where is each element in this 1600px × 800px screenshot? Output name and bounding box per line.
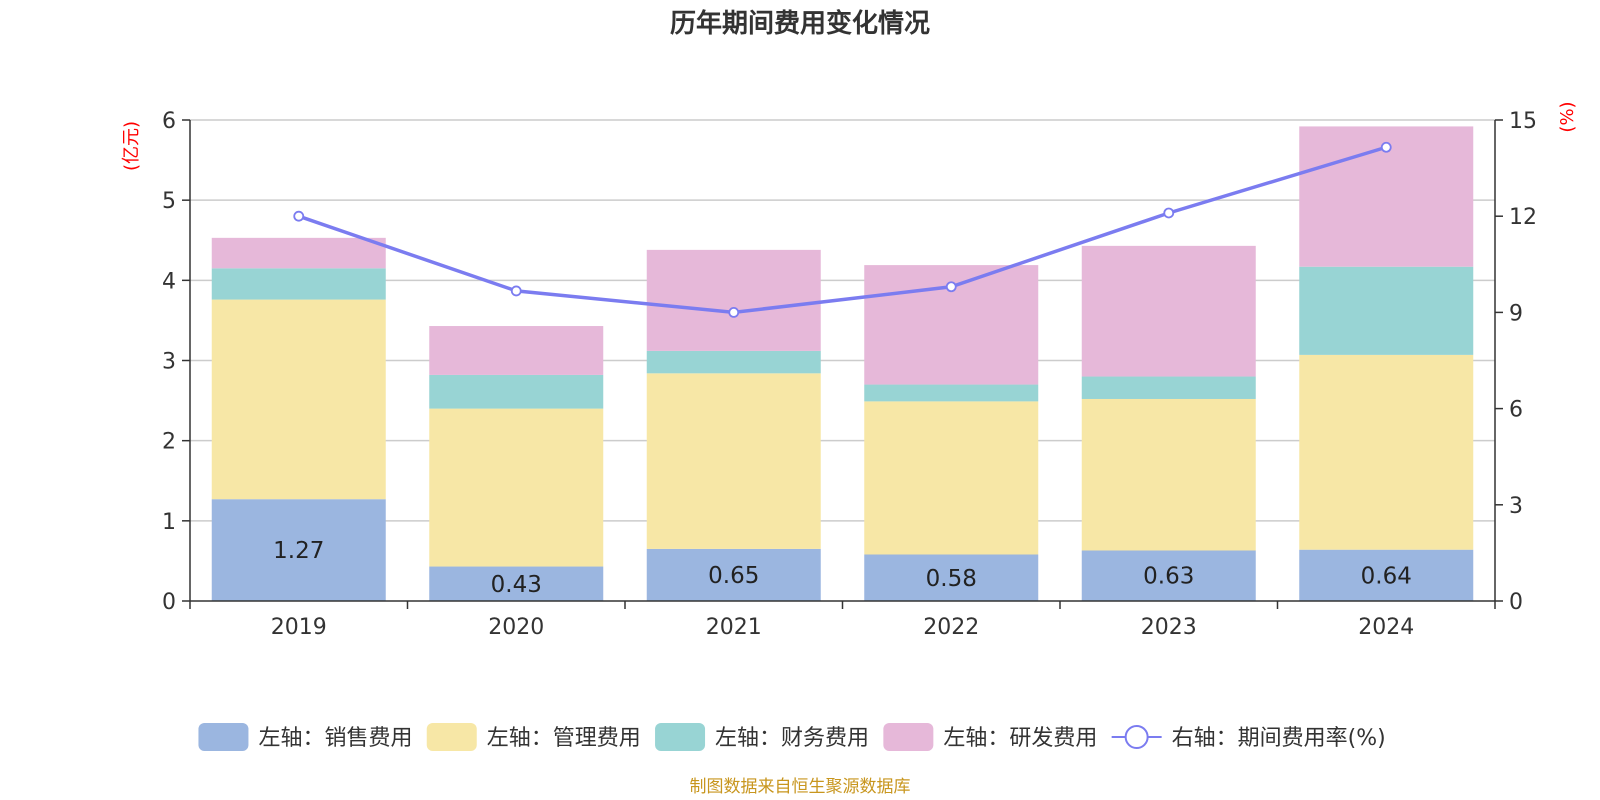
x-axis-tick-label: 2024 bbox=[1358, 615, 1414, 640]
left-axis-tick-label: 2 bbox=[162, 430, 176, 455]
legend-swatch bbox=[426, 723, 477, 751]
right-axis-tick-label: 3 bbox=[1509, 494, 1523, 519]
right-axis-tick-label: 6 bbox=[1509, 398, 1523, 423]
line-layer bbox=[293, 141, 1392, 318]
left-axis-tick-label: 1 bbox=[162, 510, 176, 535]
x-axis-tick-label: 2019 bbox=[271, 615, 327, 640]
bar-segment bbox=[1081, 245, 1256, 377]
right-axis-unit: (%) bbox=[1557, 101, 1578, 132]
left-axis-tick-label: 6 bbox=[162, 109, 176, 134]
left-axis-tick-label: 0 bbox=[162, 590, 176, 615]
right-axis-tick-label: 12 bbox=[1509, 205, 1537, 230]
legend-label: 左轴：管理费用 bbox=[487, 726, 641, 751]
bar-segment bbox=[211, 237, 386, 269]
bar-segment bbox=[211, 499, 386, 601]
bar-segment bbox=[646, 548, 821, 601]
rate-point bbox=[1380, 141, 1392, 153]
left-axis-tick-label: 3 bbox=[162, 350, 176, 375]
rate-line bbox=[298, 145, 1387, 315]
left-axis-tick-label: 5 bbox=[162, 189, 176, 214]
bar-segment bbox=[864, 554, 1039, 601]
data-label: 0.64 bbox=[1361, 563, 1412, 589]
x-axis-tick-label: 2020 bbox=[488, 615, 544, 640]
bar-segment bbox=[429, 374, 604, 409]
data-label: 1.27 bbox=[273, 538, 324, 564]
chart-title: 历年期间费用变化情况 bbox=[670, 8, 930, 39]
legend-swatch bbox=[198, 723, 249, 751]
bar-segment bbox=[429, 408, 604, 567]
left-axis-unit: (亿元) bbox=[121, 121, 142, 171]
legend-label: 右轴：期间费用率(%) bbox=[1172, 726, 1386, 751]
left-axis-tick-label: 4 bbox=[162, 269, 176, 294]
bar-segment bbox=[1081, 398, 1256, 551]
bar-segment bbox=[1081, 376, 1256, 399]
bar-layer: 1.27 0.43 0.65 0.58 0.63 0.64 bbox=[211, 126, 1474, 601]
bar-segment bbox=[646, 373, 821, 549]
source-note: 制图数据来自恒生聚源数据库 bbox=[690, 777, 911, 797]
data-label: 0.58 bbox=[926, 566, 977, 592]
rate-point bbox=[510, 285, 522, 297]
right-axis-tick-label: 9 bbox=[1509, 301, 1523, 326]
legend-swatch bbox=[883, 723, 934, 751]
legend-label: 左轴：研发费用 bbox=[943, 726, 1097, 751]
bar-segment bbox=[429, 566, 604, 601]
bar-segment bbox=[1081, 550, 1256, 601]
bar-segment bbox=[646, 249, 821, 351]
x-axis-tick-label: 2022 bbox=[923, 615, 979, 640]
bar-segment bbox=[864, 401, 1039, 555]
data-label: 0.43 bbox=[491, 572, 542, 598]
bar-segment bbox=[211, 268, 386, 300]
bar-segment bbox=[1299, 266, 1474, 355]
data-label: 0.63 bbox=[1143, 564, 1194, 590]
rate-point bbox=[945, 281, 957, 293]
data-label: 0.65 bbox=[708, 563, 759, 589]
gridlines bbox=[190, 119, 1495, 522]
bar-segment bbox=[429, 326, 604, 375]
rate-point bbox=[293, 210, 305, 222]
right-axis-tick-label: 0 bbox=[1509, 590, 1523, 615]
rate-point bbox=[1163, 207, 1175, 219]
bar-segment bbox=[646, 350, 821, 374]
rate-point bbox=[728, 306, 740, 318]
bar-segment bbox=[211, 299, 386, 500]
legend-label: 左轴：销售费用 bbox=[258, 726, 412, 751]
legend-line-marker bbox=[1124, 725, 1149, 749]
bar-segment bbox=[864, 384, 1039, 402]
bar-segment bbox=[1299, 549, 1474, 601]
legend-swatch bbox=[655, 723, 706, 751]
x-axis-tick-label: 2021 bbox=[706, 615, 762, 640]
right-axis-tick-label: 15 bbox=[1509, 109, 1537, 134]
x-axis-tick-label: 2023 bbox=[1141, 615, 1197, 640]
bar-segment bbox=[1299, 354, 1474, 550]
legend: 左轴：销售费用 左轴：管理费用 左轴：财务费用 左轴：研发费用 右轴：期间费用率(%) bbox=[198, 723, 1386, 751]
legend-label: 左轴：财务费用 bbox=[715, 726, 869, 751]
